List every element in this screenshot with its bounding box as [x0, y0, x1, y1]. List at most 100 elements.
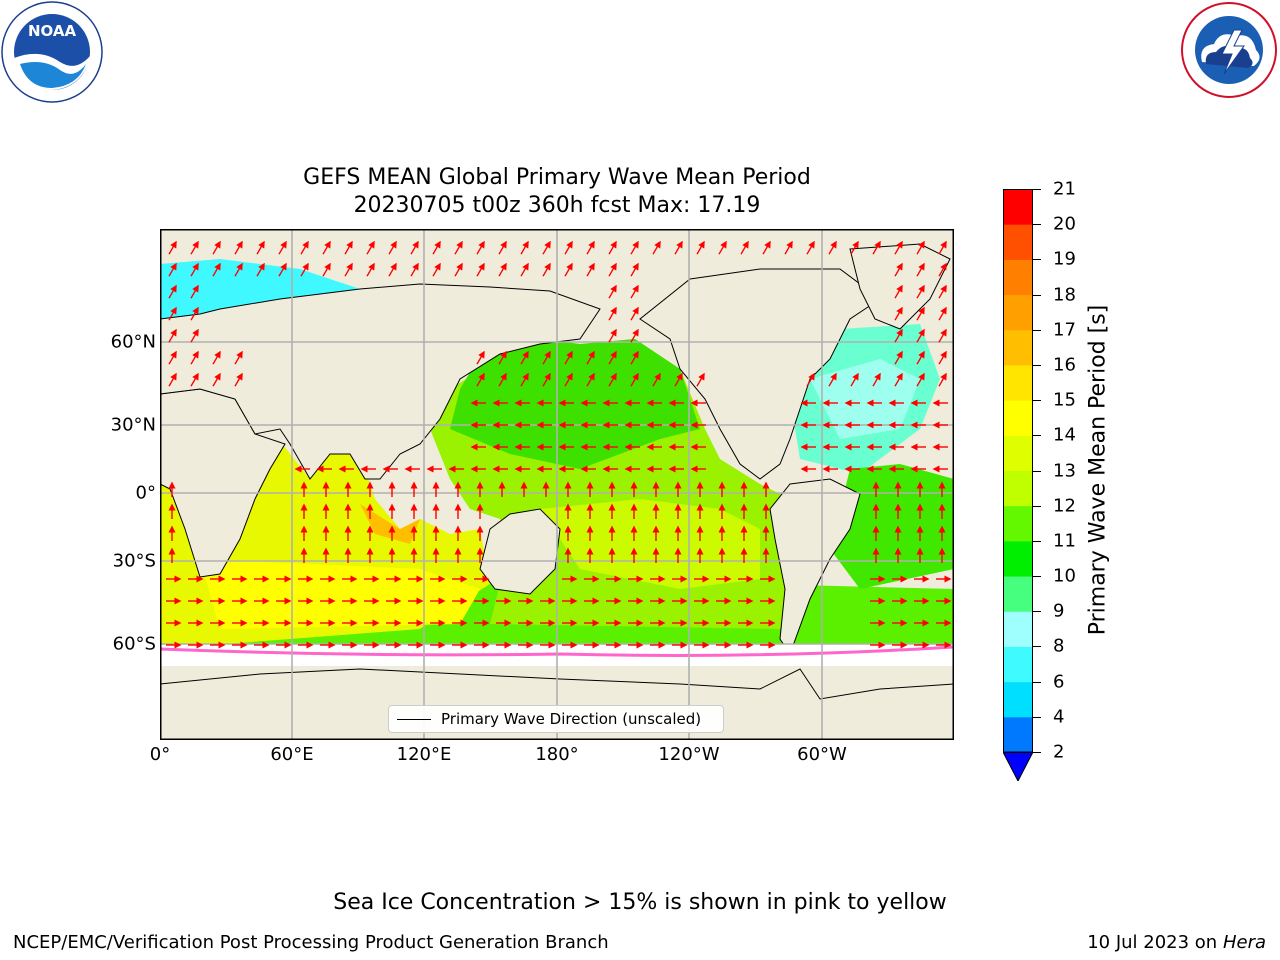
- wave-direction-arrow: [432, 240, 441, 255]
- wave-direction-arrow: [322, 240, 331, 255]
- wave-direction-arrow: [608, 350, 617, 365]
- colorbar-segment: [1003, 329, 1033, 366]
- map-legend: Primary Wave Direction (unscaled): [388, 705, 724, 733]
- colorbar-tick-label: 6: [1053, 671, 1065, 693]
- x-tick-label: 0°: [149, 744, 171, 765]
- noaa-logo: NOAA: [1, 1, 103, 103]
- colorbar-tick-mark: [1033, 364, 1041, 366]
- legend-label: Primary Wave Direction (unscaled): [441, 710, 702, 728]
- colorbar-under-triangle: [1003, 751, 1033, 781]
- wave-direction-arrow: [586, 262, 595, 277]
- colorbar-segment: [1003, 259, 1033, 296]
- colorbar-tick-mark: [1033, 329, 1041, 331]
- wave-direction-arrow: [586, 240, 595, 255]
- wave-direction-arrow: [300, 240, 309, 255]
- wave-direction-arrow: [454, 262, 463, 277]
- wave-direction-arrow: [168, 306, 177, 321]
- x-tick-label: 60°E: [270, 744, 314, 765]
- sea-ice-note: Sea Ice Concentration > 15% is shown in …: [333, 890, 947, 915]
- wave-direction-arrow: [366, 240, 375, 255]
- wave-direction-arrow: [872, 240, 881, 255]
- wave-direction-arrow: [674, 372, 683, 387]
- wave-direction-arrow: [190, 328, 199, 343]
- colorbar-tick-label: 18: [1053, 284, 1076, 306]
- colorbar-tick-mark: [1033, 716, 1041, 718]
- wave-direction-arrow: [916, 328, 925, 343]
- wave-direction-arrow: [938, 328, 947, 343]
- wave-direction-arrow: [410, 240, 419, 255]
- y-tick-label: 60°N: [110, 331, 156, 353]
- wave-direction-arrow: [938, 372, 947, 387]
- wave-direction-arrow: [344, 240, 353, 255]
- wave-direction-arrow: [520, 372, 529, 387]
- wave-direction-arrow: [938, 240, 947, 255]
- wave-direction-arrow: [894, 306, 903, 321]
- wave-direction-arrow: [630, 240, 639, 255]
- wave-direction-arrow: [674, 240, 683, 255]
- wave-direction-arrow: [432, 262, 441, 277]
- wave-direction-arrow: [630, 262, 639, 277]
- wave-direction-arrow: [630, 372, 639, 387]
- colorbar-tick-label: 2: [1053, 741, 1065, 763]
- wave-direction-arrow: [740, 240, 749, 255]
- colorbar-segment: [1003, 716, 1033, 753]
- wave-direction-arrow: [190, 240, 199, 255]
- colorbar-tick-label: 8: [1053, 635, 1065, 657]
- wave-direction-arrow: [828, 372, 837, 387]
- footer-host: Hera: [1222, 932, 1266, 953]
- wave-direction-arrow: [388, 262, 397, 277]
- wave-direction-arrow: [608, 240, 617, 255]
- colorbar-tick-label: 13: [1053, 460, 1076, 481]
- wave-direction-arrow: [212, 262, 221, 277]
- wave-direction-arrow: [608, 372, 617, 387]
- wave-direction-arrow: [366, 262, 375, 277]
- y-tick-label: 30°S: [112, 550, 156, 572]
- wave-direction-arrow: [916, 350, 925, 365]
- colorbar-tick-mark: [1033, 681, 1041, 683]
- colorbar-tick-mark: [1033, 224, 1041, 226]
- wave-direction-arrow: [168, 328, 177, 343]
- wave-direction-arrow: [476, 262, 485, 277]
- wave-direction-arrow: [872, 372, 881, 387]
- wave-direction-arrow: [586, 350, 595, 365]
- colorbar-tick-label: 21: [1053, 178, 1076, 200]
- wave-direction-arrow: [542, 350, 551, 365]
- wave-direction-arrow: [564, 350, 573, 365]
- colorbar-segment: [1003, 576, 1033, 612]
- legend-line-swatch: [397, 719, 431, 720]
- colorbar-segment: [1003, 611, 1033, 647]
- colorbar-tick-label: 19: [1053, 248, 1076, 270]
- colorbar-tick-label: 9: [1053, 600, 1065, 622]
- colorbar-tick-label: 4: [1053, 706, 1065, 728]
- wave-direction-arrow: [608, 284, 617, 299]
- wave-direction-arrow: [696, 240, 705, 255]
- gridlines: [160, 229, 954, 740]
- colorbar-tick-label: 15: [1053, 389, 1076, 411]
- wave-direction-arrow: [630, 306, 639, 321]
- wave-direction-arrow: [278, 240, 287, 255]
- wave-direction-arrow: [322, 262, 331, 277]
- wave-direction-arrow: [476, 350, 485, 365]
- wave-direction-arrow: [234, 262, 243, 277]
- colorbar-tick-label: 10: [1053, 565, 1076, 587]
- colorbar-segment: [1003, 189, 1033, 225]
- wave-direction-arrow: [498, 372, 507, 387]
- wave-direction-arrow: [476, 240, 485, 255]
- wave-direction-arrow: [212, 240, 221, 255]
- wave-direction-arrow: [190, 262, 199, 277]
- colorbar-segment: [1003, 540, 1033, 577]
- wave-direction-arrow: [344, 262, 353, 277]
- wave-direction-arrow: [652, 240, 661, 255]
- colorbar-segment: [1003, 294, 1033, 331]
- wave-direction-arrow: [916, 240, 925, 255]
- colorbar-segment: [1003, 400, 1033, 436]
- colorbar-tick-label: 14: [1053, 424, 1076, 446]
- wave-direction-arrow: [916, 262, 925, 277]
- wave-direction-arrow: [542, 372, 551, 387]
- colorbar-segment: [1003, 681, 1033, 718]
- wave-direction-arrow: [498, 262, 507, 277]
- wave-direction-arrow: [608, 262, 617, 277]
- x-tick-label: 180°: [535, 744, 579, 765]
- title-line-2: 20230705 t00z 360h fcst Max: 17.19: [353, 193, 761, 218]
- wave-direction-arrow: [520, 350, 529, 365]
